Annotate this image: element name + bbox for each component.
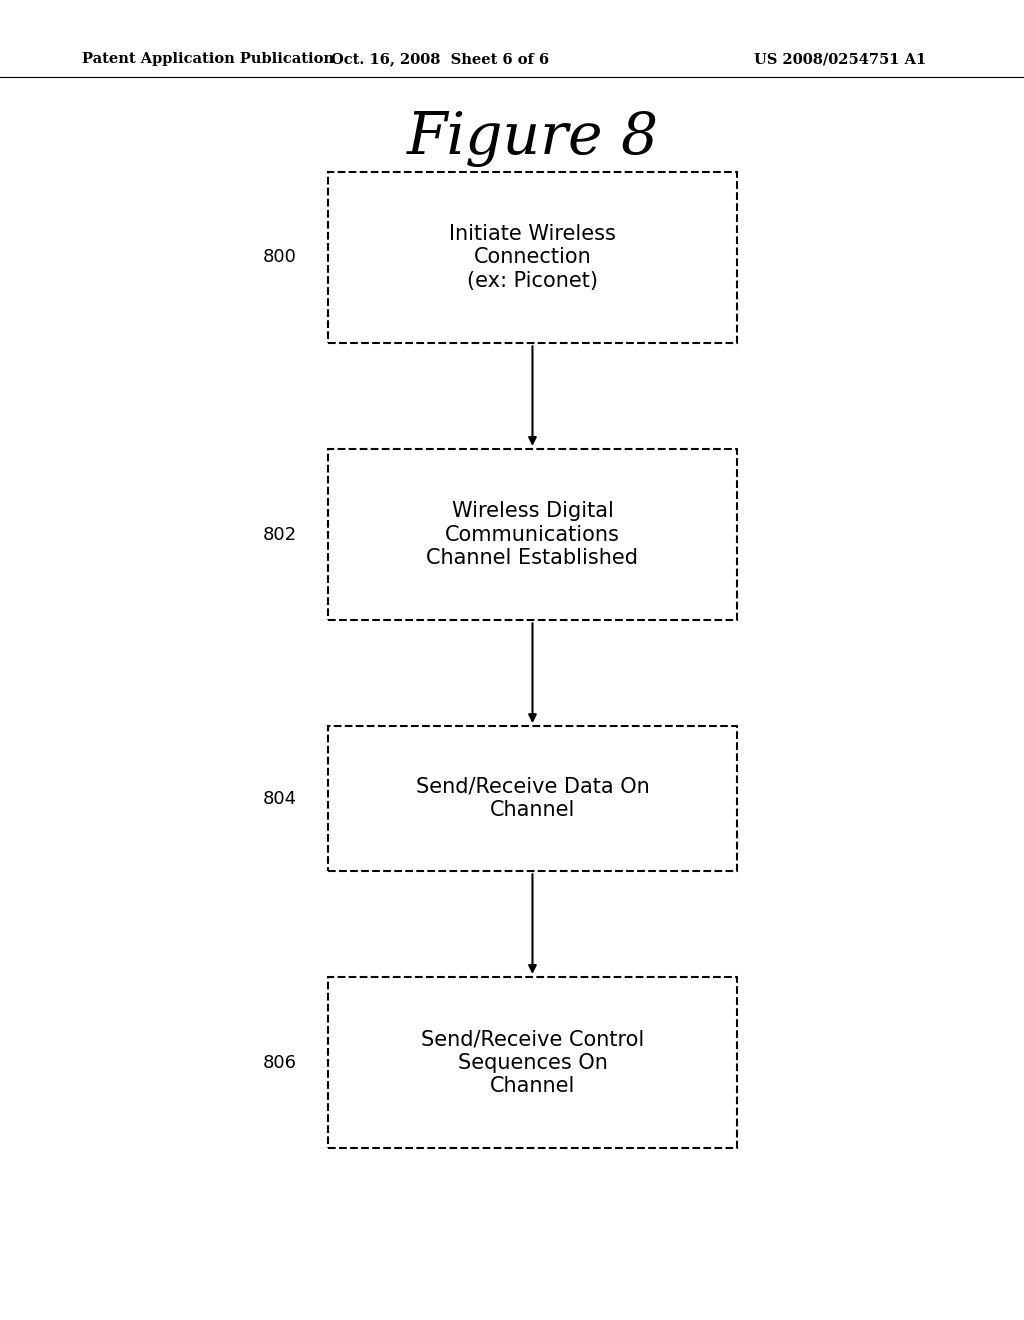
FancyBboxPatch shape: [328, 449, 737, 620]
FancyBboxPatch shape: [328, 172, 737, 343]
Text: Figure 8: Figure 8: [407, 111, 658, 166]
Text: Send/Receive Data On
Channel: Send/Receive Data On Channel: [416, 777, 649, 820]
Text: 800: 800: [263, 248, 297, 267]
Text: Initiate Wireless
Connection
(ex: Piconet): Initiate Wireless Connection (ex: Picone…: [450, 224, 615, 290]
Text: 802: 802: [263, 525, 297, 544]
Text: Patent Application Publication: Patent Application Publication: [82, 53, 334, 66]
Text: Wireless Digital
Communications
Channel Established: Wireless Digital Communications Channel …: [426, 502, 639, 568]
Text: US 2008/0254751 A1: US 2008/0254751 A1: [754, 53, 926, 66]
Text: 806: 806: [263, 1053, 297, 1072]
Text: 804: 804: [263, 789, 297, 808]
FancyBboxPatch shape: [328, 977, 737, 1148]
Text: Send/Receive Control
Sequences On
Channel: Send/Receive Control Sequences On Channe…: [421, 1030, 644, 1096]
Text: Oct. 16, 2008  Sheet 6 of 6: Oct. 16, 2008 Sheet 6 of 6: [331, 53, 550, 66]
FancyBboxPatch shape: [328, 726, 737, 871]
